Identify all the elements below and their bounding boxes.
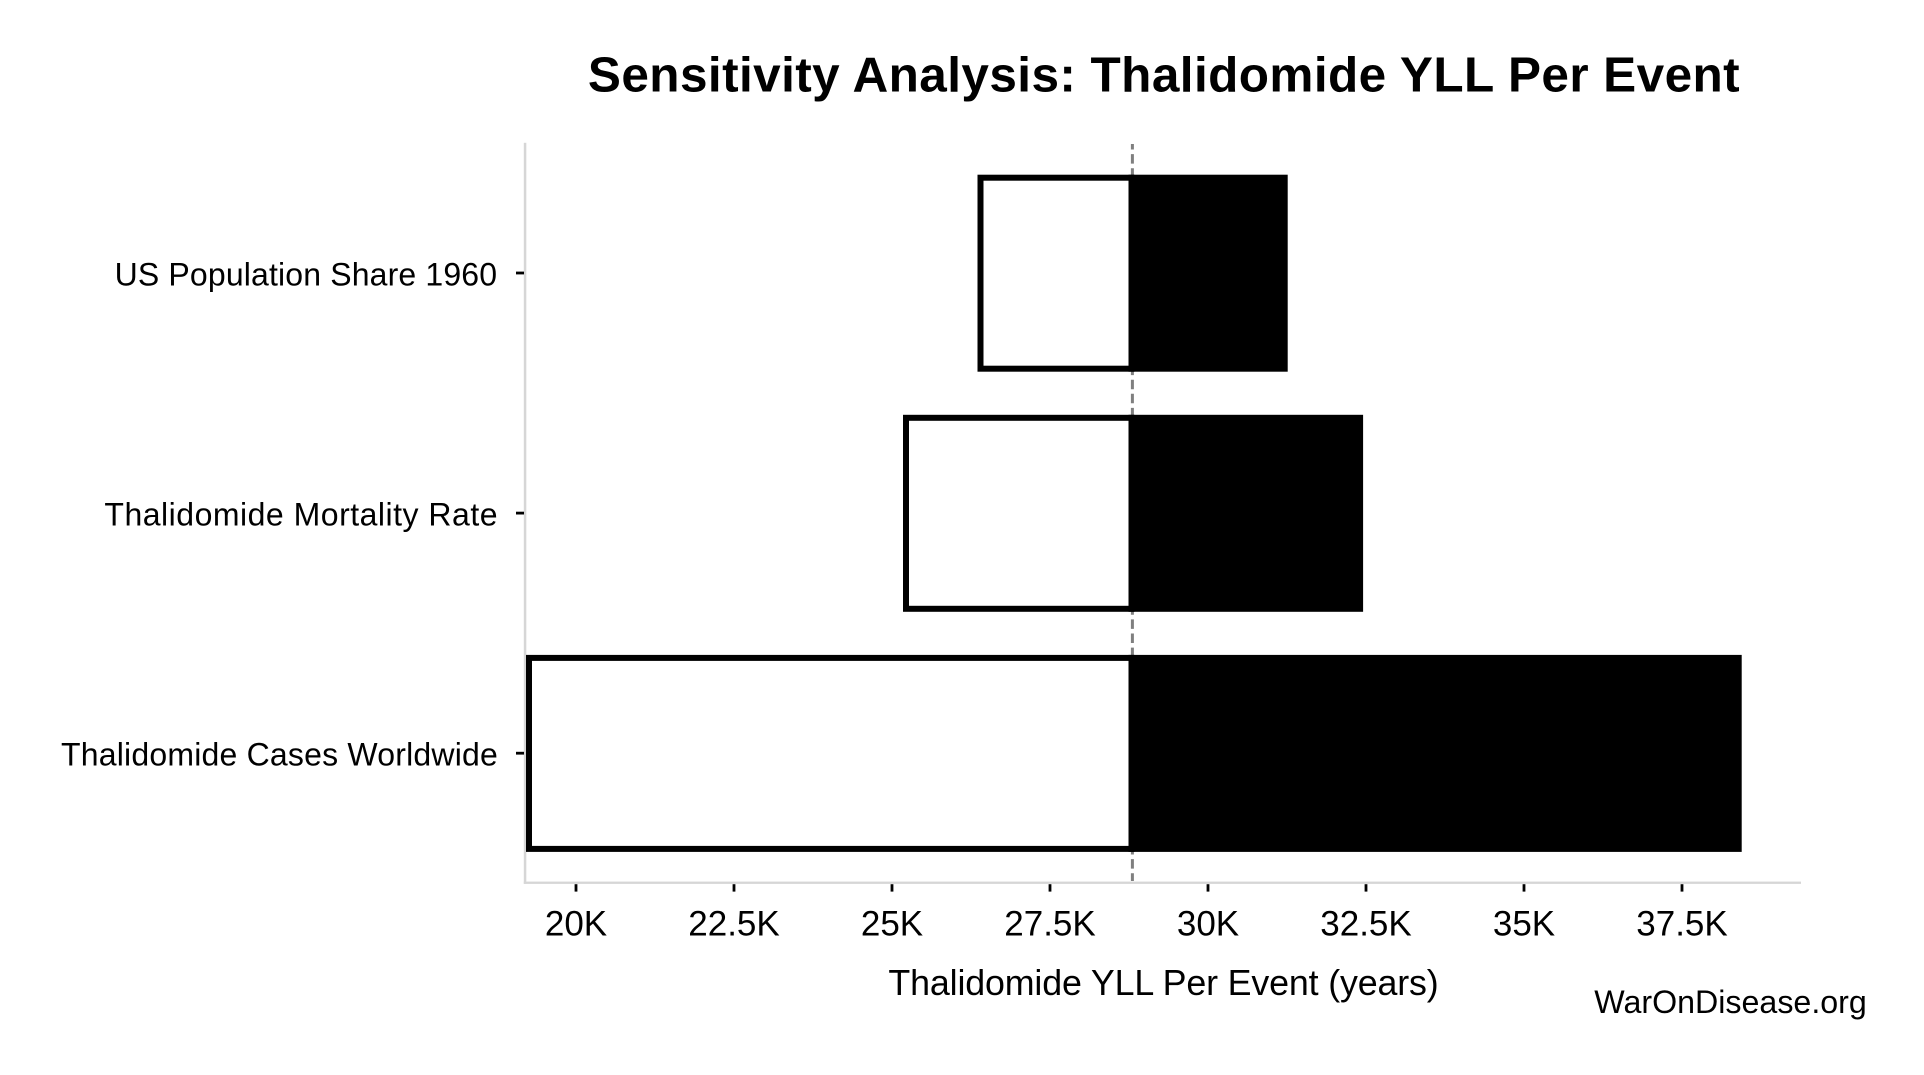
svg-text:37.5K: 37.5K <box>1636 904 1727 943</box>
svg-text:WarOnDisease.org: WarOnDisease.org <box>1594 984 1867 1020</box>
svg-text:25K: 25K <box>861 904 923 943</box>
svg-text:US Population Share 1960: US Population Share 1960 <box>115 256 498 292</box>
svg-text:30K: 30K <box>1177 904 1239 943</box>
svg-text:22.5K: 22.5K <box>688 904 779 943</box>
svg-text:Thalidomide Cases Worldwide: Thalidomide Cases Worldwide <box>61 736 498 772</box>
svg-text:Sensitivity Analysis: Thalidom: Sensitivity Analysis: Thalidomide YLL Pe… <box>588 48 1740 103</box>
svg-text:Thalidomide Mortality Rate: Thalidomide Mortality Rate <box>104 496 498 532</box>
svg-text:35K: 35K <box>1493 904 1555 943</box>
svg-text:Thalidomide YLL Per Event (yea: Thalidomide YLL Per Event (years) <box>888 963 1438 1003</box>
svg-text:27.5K: 27.5K <box>1004 904 1095 943</box>
svg-text:32.5K: 32.5K <box>1320 904 1411 943</box>
svg-text:20K: 20K <box>545 904 607 943</box>
